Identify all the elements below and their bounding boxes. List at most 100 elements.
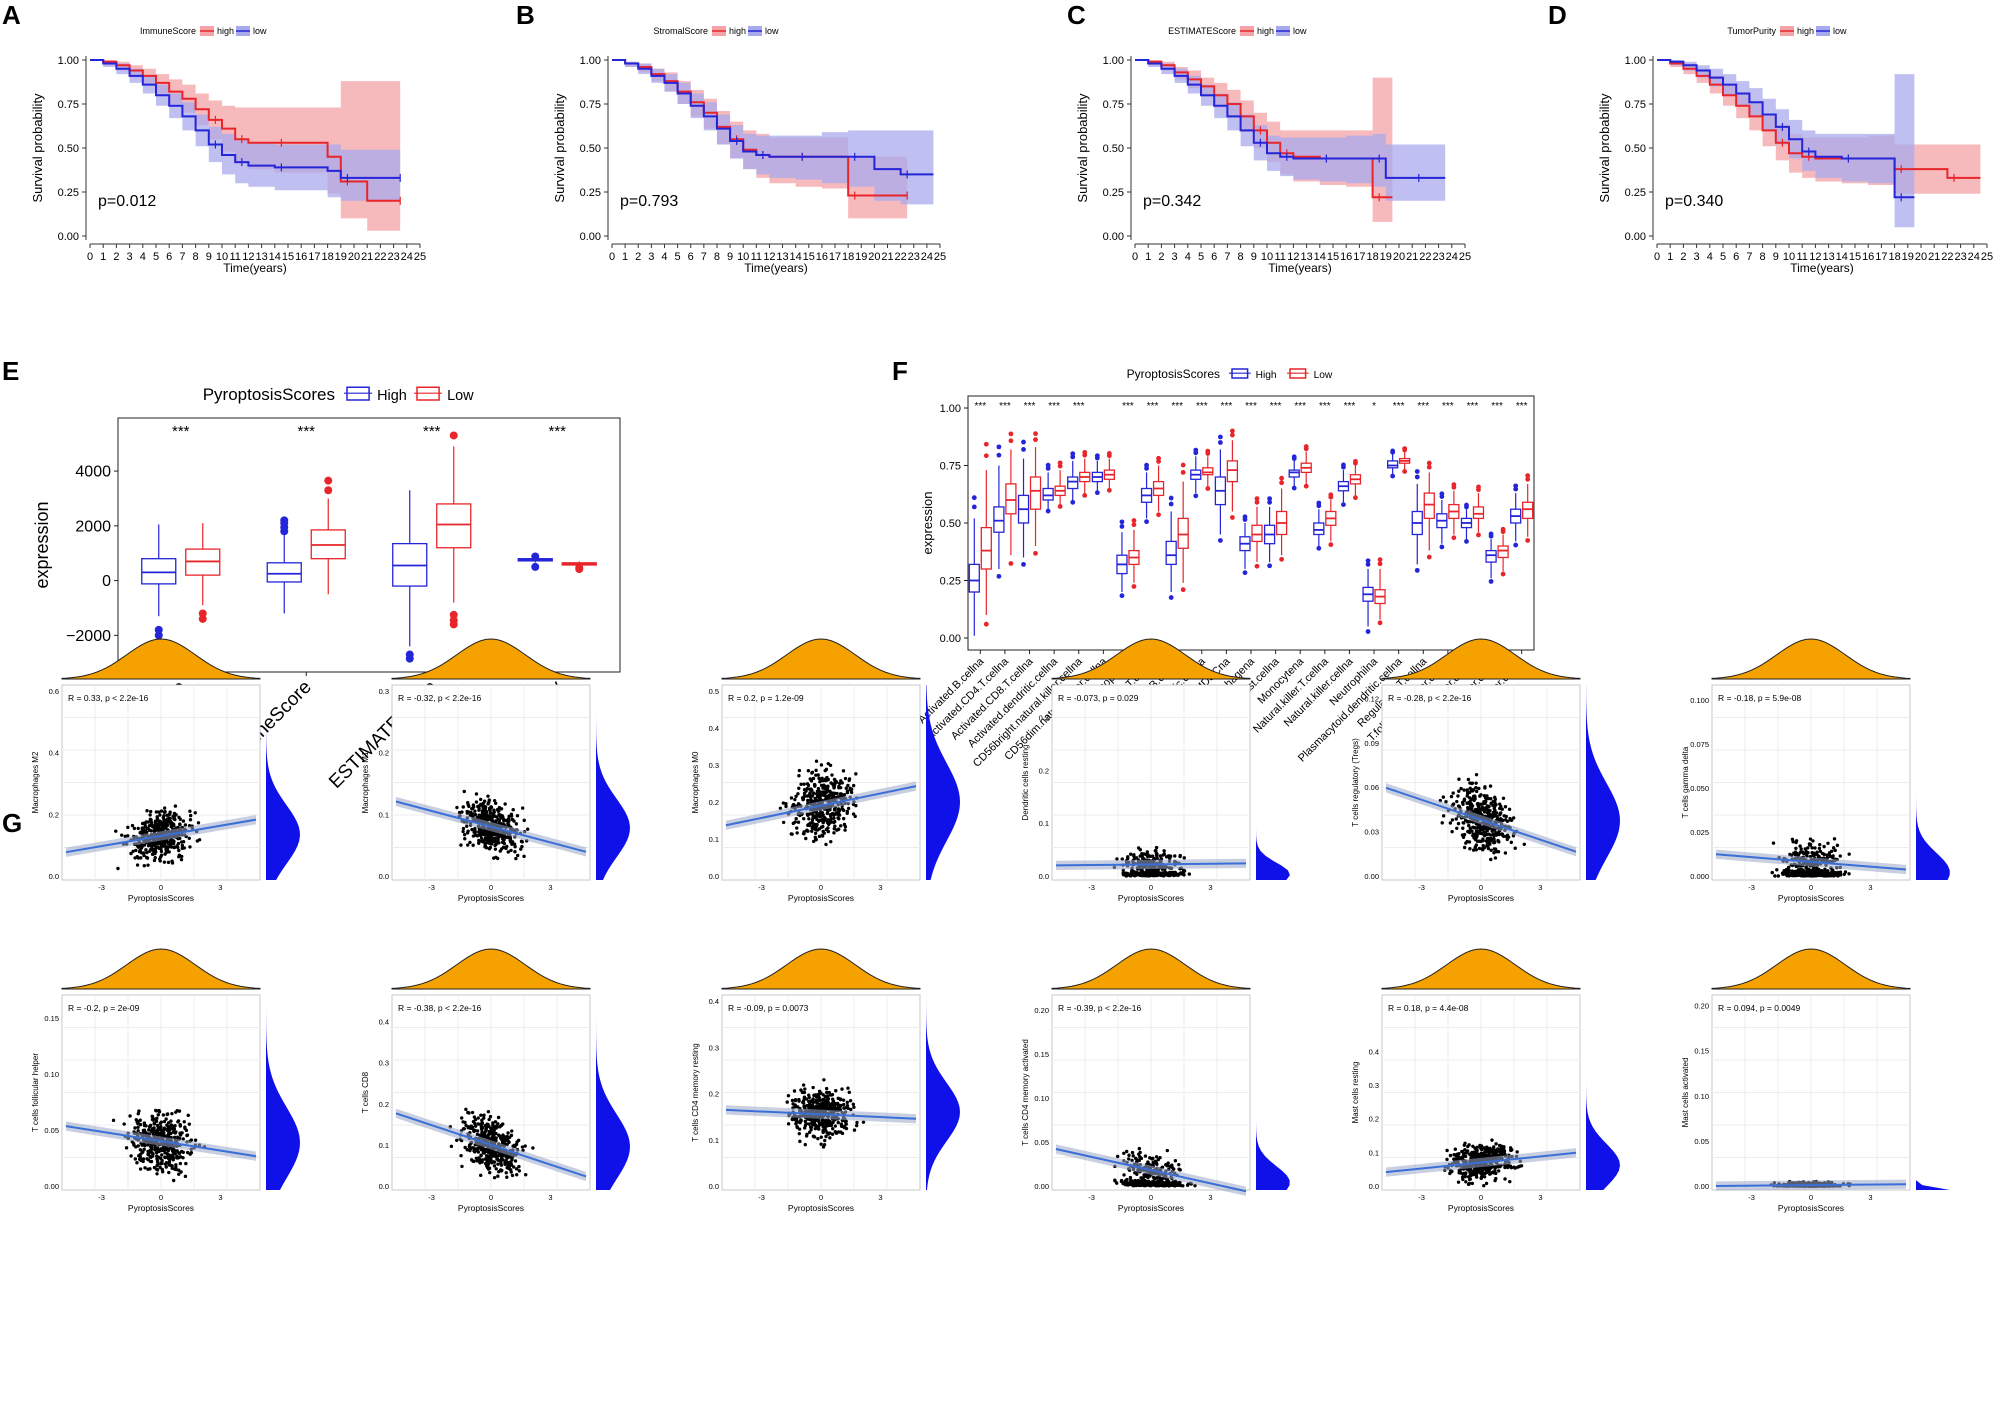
y-tick-label: 0.25 xyxy=(58,187,79,199)
y-tick-label: 1.00 xyxy=(940,403,961,415)
iqr-box xyxy=(1485,549,1497,563)
outlier-point xyxy=(1488,531,1494,537)
scatter-point xyxy=(813,799,817,803)
y-tick-label: 0.75 xyxy=(1103,99,1124,111)
scatter-point xyxy=(522,818,526,823)
regression-line xyxy=(395,800,587,853)
scatter-point xyxy=(488,811,493,815)
scatter-point xyxy=(141,1150,145,1154)
scatter-point xyxy=(1161,871,1165,875)
scatter-point xyxy=(1847,852,1851,856)
x-tick-label: 3 xyxy=(127,251,133,263)
x-axis-title: PyroptosisScores xyxy=(788,893,854,903)
scatter-point xyxy=(479,1153,483,1157)
outlier-point xyxy=(996,452,1002,458)
correlation-annotation: R = -0.38, p < 2.2e-16 xyxy=(398,1003,481,1013)
scatter-point xyxy=(806,798,810,803)
marginal-density-x xyxy=(721,638,921,680)
y-tick-label: 0 xyxy=(102,573,111,590)
scatter-point xyxy=(154,1167,159,1171)
scatter-point xyxy=(1815,850,1819,854)
scatter-point xyxy=(834,812,838,816)
significance-label: *** xyxy=(548,423,566,440)
scatter-point xyxy=(466,1126,470,1130)
scatter-point xyxy=(1847,872,1851,876)
scatter-point xyxy=(1182,856,1186,860)
scatter-point xyxy=(1786,873,1790,877)
scatter-point xyxy=(817,834,822,839)
x-tick-label: 21 xyxy=(1406,251,1418,263)
x-tick-label: 6 xyxy=(688,251,694,263)
scatter-point xyxy=(503,1162,507,1167)
scatter-point xyxy=(1462,832,1467,837)
iqr-box xyxy=(1423,492,1435,520)
scatter-point xyxy=(819,1135,823,1139)
x-tick-label: 11 xyxy=(1796,251,1807,263)
significance-label: *** xyxy=(1516,401,1528,412)
scatter-point xyxy=(821,1093,825,1097)
scatter-point xyxy=(1136,871,1141,875)
x-tick-label: 0 xyxy=(1149,883,1153,892)
scatter-point xyxy=(1488,784,1493,788)
scatter-point xyxy=(478,831,482,835)
scatter-point xyxy=(473,1124,478,1128)
outlier-point xyxy=(1008,438,1014,444)
scatter-point xyxy=(178,823,182,827)
scatter-point xyxy=(483,842,487,846)
scatter-point xyxy=(135,863,140,867)
iqr-box xyxy=(1177,517,1189,549)
legend-label-low: low xyxy=(1293,26,1307,36)
scatter-point xyxy=(810,818,815,822)
scatter-point xyxy=(801,797,806,802)
scatter-point xyxy=(196,821,201,825)
scatter-point xyxy=(820,811,824,815)
y-tick-label: 0.2 xyxy=(379,749,389,758)
box-high xyxy=(517,552,553,571)
scatter-point xyxy=(489,842,494,846)
outlier-point xyxy=(1513,542,1519,548)
box-high xyxy=(1288,454,1300,491)
scatter-point xyxy=(837,817,841,821)
scatter-point xyxy=(1477,786,1481,791)
iqr-box xyxy=(1202,467,1214,476)
scatter-point xyxy=(1467,823,1471,828)
scatter-point xyxy=(519,847,523,851)
scatter-point xyxy=(805,786,809,791)
scatter-point xyxy=(480,803,485,808)
scatter-point xyxy=(1832,837,1837,841)
y-tick-label: 0.00 xyxy=(1103,231,1124,243)
scatter-point xyxy=(1486,839,1491,844)
scatter-point xyxy=(820,791,824,796)
x-tick-label: 21 xyxy=(1928,251,1940,263)
outlier-point xyxy=(1365,558,1371,564)
p-value: p=0.342 xyxy=(1143,193,1201,210)
scatter-point xyxy=(480,1118,484,1122)
scatter-point xyxy=(795,831,799,835)
marginal-density-x xyxy=(61,638,261,680)
x-tick-label: 0 xyxy=(87,251,93,263)
outlier-point xyxy=(1094,490,1100,496)
y-axis-title: Macrophages M0 xyxy=(691,751,700,813)
scatter-point xyxy=(817,819,821,823)
scatter-point xyxy=(153,844,158,848)
scatter-point xyxy=(177,853,182,857)
scatter-point xyxy=(491,1121,495,1125)
iqr-box xyxy=(1042,487,1054,501)
scatter-point xyxy=(800,1090,805,1095)
significance-label: *** xyxy=(974,401,986,412)
scatter-point xyxy=(486,1109,491,1114)
y-tick-label: 0.2 xyxy=(379,1100,389,1109)
scatter-point xyxy=(1493,840,1497,845)
scatter-point xyxy=(851,783,856,788)
box-high xyxy=(1436,491,1448,550)
outlier-point xyxy=(1045,462,1051,468)
scatter-point xyxy=(1513,846,1517,850)
iqr-box xyxy=(1005,483,1017,515)
scatter-point xyxy=(506,1139,510,1143)
y-tick-label: 0.1 xyxy=(709,835,719,844)
scatter-point xyxy=(784,804,788,809)
scatter-point xyxy=(116,866,120,871)
scatter-point xyxy=(1154,1155,1159,1159)
x-tick-label: 23 xyxy=(1432,251,1444,263)
